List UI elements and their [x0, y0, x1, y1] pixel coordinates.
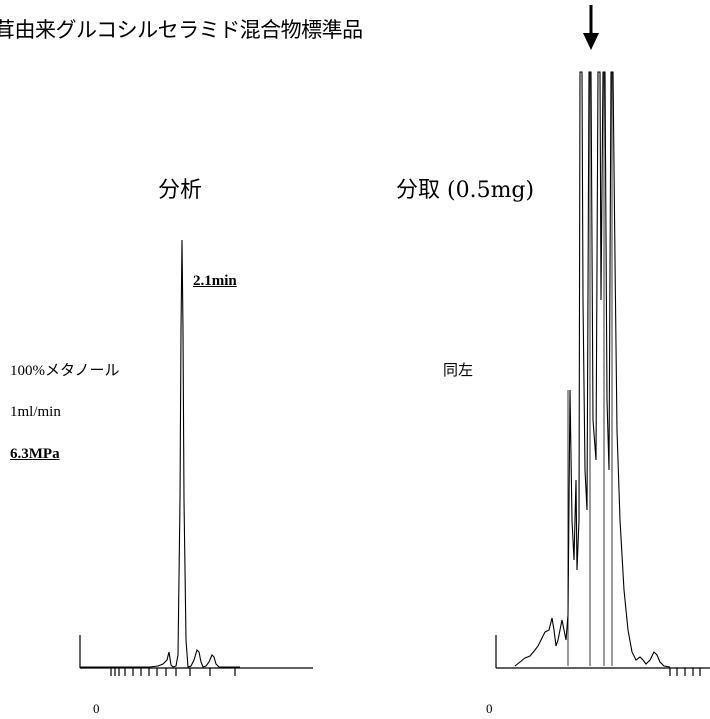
collection-arrow-icon — [583, 5, 599, 50]
figure-title: 茸由来グルコシルセラミド混合物標準品 — [0, 18, 363, 42]
analysis-axes — [79, 635, 313, 676]
analysis-trace — [80, 239, 240, 668]
prep-axes — [495, 635, 710, 676]
mobile-phase-label: 100%メタノール — [10, 363, 120, 379]
analysis-panel-title: 分析 — [158, 178, 203, 203]
prep-conditions-same-label: 同左 — [443, 363, 474, 379]
prep-peak-guides — [567, 72, 613, 666]
prep-panel-title: 分取 (0.5mg) — [396, 178, 535, 203]
flow-rate-label: 1ml/min — [10, 404, 61, 420]
pressure-label: 6.3MPa — [10, 446, 60, 462]
prep-trace — [514, 71, 671, 668]
analysis-axis-zero: 0 — [93, 701, 100, 716]
prep-axis-zero: 0 — [486, 701, 493, 716]
analysis-peak-label: 2.1min — [193, 273, 237, 289]
